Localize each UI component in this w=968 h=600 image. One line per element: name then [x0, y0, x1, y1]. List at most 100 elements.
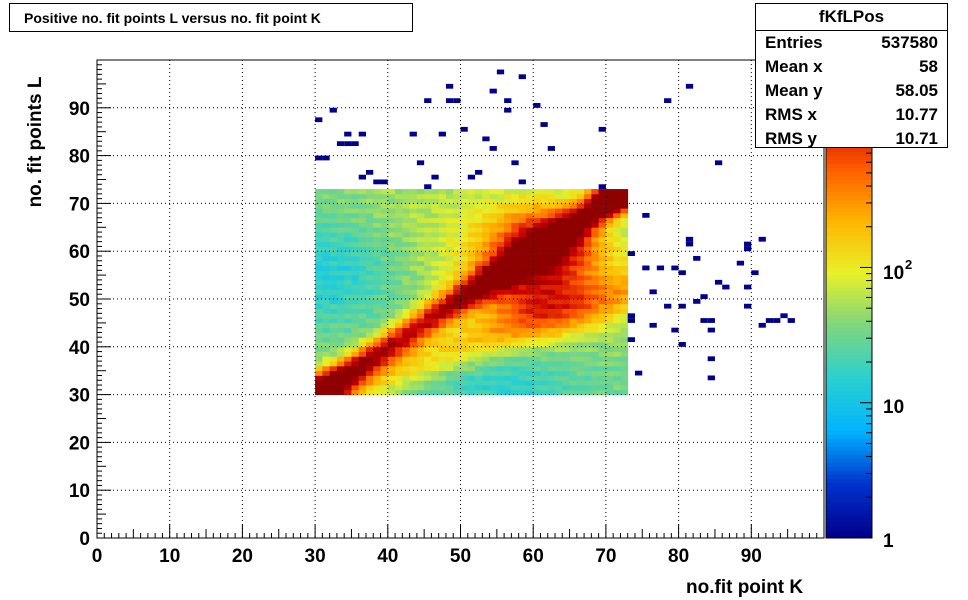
color-scale-step — [826, 295, 872, 300]
heatmap-bin — [387, 217, 396, 223]
color-scale-step — [826, 422, 872, 427]
heatmap-bin — [365, 332, 374, 338]
heatmap-bin — [460, 332, 469, 338]
heatmap-bin — [540, 275, 549, 281]
heatmap-bin — [358, 227, 367, 233]
heatmap-bin — [467, 385, 476, 391]
heatmap-bin — [576, 193, 585, 200]
heatmap-bin — [409, 380, 418, 386]
heatmap-bin — [395, 265, 403, 271]
heatmap-bin — [373, 308, 381, 314]
heatmap-bin — [351, 303, 360, 309]
heatmap-bin — [460, 198, 469, 204]
y-tick-label: 70 — [69, 194, 90, 215]
heatmap-bin — [504, 208, 512, 214]
x-tick-label: 10 — [159, 546, 180, 567]
heatmap-bin — [344, 275, 352, 281]
heatmap-bin — [504, 351, 512, 357]
heatmap-bin — [467, 346, 476, 352]
heatmap-bin — [482, 208, 490, 214]
heatmap-bin — [576, 279, 585, 286]
heatmap-bin — [438, 265, 447, 271]
heatmap-bin — [591, 318, 600, 324]
heatmap-bin — [489, 303, 498, 309]
heatmap-bin — [576, 284, 585, 290]
heatmap-bin — [380, 361, 389, 367]
heatmap-bin — [467, 232, 476, 238]
heatmap-bin — [322, 332, 331, 338]
heatmap-bin — [460, 318, 469, 324]
heatmap-bin — [424, 193, 432, 200]
heatmap-bin — [613, 208, 621, 214]
heatmap-bin — [547, 212, 556, 219]
sparse-bin — [758, 322, 766, 328]
heatmap-bin — [365, 385, 374, 391]
heatmap-bin — [496, 303, 505, 309]
heatmap-bin — [380, 236, 389, 243]
heatmap-bin — [584, 308, 592, 314]
heatmap-bin — [336, 189, 345, 195]
heatmap-bin — [460, 342, 469, 348]
heatmap-bin — [598, 351, 607, 357]
heatmap-bin — [475, 380, 483, 386]
heatmap-bin — [336, 289, 345, 295]
heatmap-bin — [387, 275, 396, 281]
heatmap-bin — [518, 232, 527, 238]
heatmap-bin — [584, 246, 592, 252]
heatmap-bin — [504, 198, 512, 204]
heatmap-bin — [315, 198, 323, 204]
heatmap-bin — [402, 265, 411, 271]
heatmap-bin — [358, 232, 367, 238]
y-tick-label: 50 — [69, 290, 90, 311]
heatmap-bin — [511, 385, 520, 391]
heatmap-bin — [496, 318, 505, 324]
sparse-bin — [424, 184, 432, 190]
heatmap-bin — [395, 380, 403, 386]
heatmap-bin — [584, 222, 592, 228]
heatmap-bin — [445, 270, 454, 276]
heatmap-bin — [504, 193, 512, 200]
heatmap-bin — [373, 255, 381, 262]
heatmap-bin — [576, 361, 585, 367]
heatmap-bin — [445, 212, 454, 219]
heatmap-bin — [402, 270, 411, 276]
heatmap-bin — [445, 370, 454, 376]
heatmap-bin — [475, 284, 483, 290]
heatmap-bin — [489, 270, 498, 276]
heatmap-bin — [475, 208, 483, 214]
heatmap-bin — [322, 270, 331, 276]
heatmap-bin — [402, 279, 411, 286]
heatmap-bin — [496, 255, 505, 262]
heatmap-bin — [460, 236, 469, 243]
heatmap-bin — [460, 265, 469, 271]
heatmap-bin — [569, 370, 578, 376]
heatmap-bin — [475, 289, 483, 295]
heatmap-bin — [518, 365, 527, 372]
heatmap-bin — [467, 241, 476, 247]
heatmap-bin — [489, 342, 498, 348]
heatmap-bin — [358, 260, 367, 266]
heatmap-bin — [489, 313, 498, 319]
heatmap-bin — [445, 337, 454, 343]
heatmap-bin — [453, 189, 461, 195]
heatmap-bin — [489, 212, 498, 219]
heatmap-bin — [344, 232, 352, 238]
heatmap-bin — [540, 222, 549, 228]
heatmap-bin — [358, 375, 367, 381]
heatmap-bin — [315, 375, 323, 381]
heatmap-bin — [315, 389, 323, 395]
color-scale-step — [826, 195, 872, 200]
heatmap-bin — [504, 385, 512, 391]
heatmap-bin — [424, 389, 432, 395]
color-scale-step — [826, 306, 872, 312]
heatmap-bin — [504, 255, 512, 262]
heatmap-bin — [336, 260, 345, 266]
heatmap-bin — [402, 365, 411, 372]
heatmap-bin — [329, 342, 338, 348]
heatmap-bin — [344, 255, 352, 262]
heatmap-bin — [525, 365, 534, 372]
heatmap-bin — [373, 270, 381, 276]
color-scale-step — [826, 263, 872, 268]
heatmap-bin — [460, 375, 469, 381]
heatmap-bin — [525, 241, 534, 247]
